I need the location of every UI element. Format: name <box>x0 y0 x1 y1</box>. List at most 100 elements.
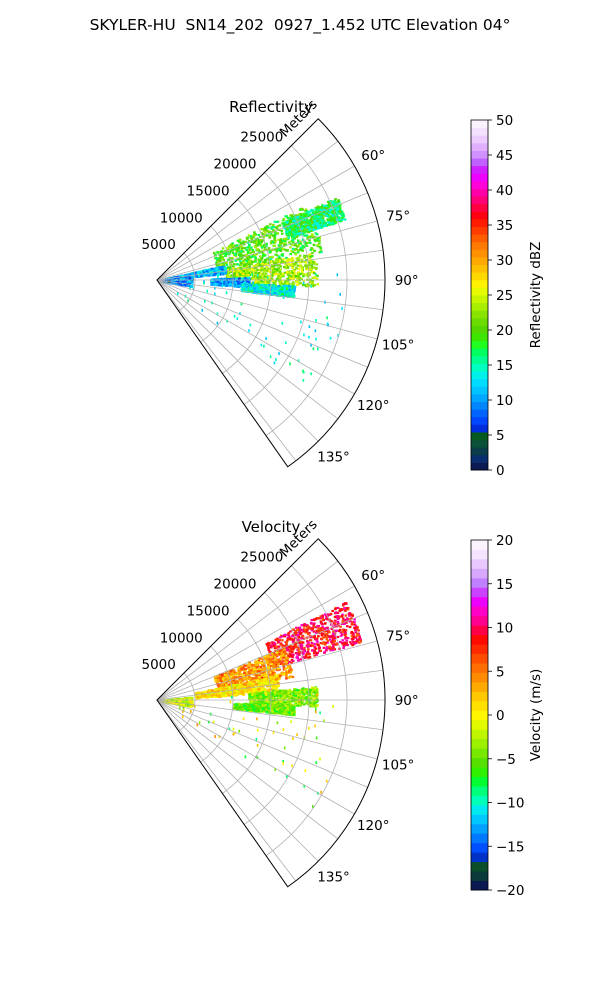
colorbar-segment <box>471 150 488 159</box>
echo-pixel <box>240 256 244 259</box>
echo-pixel <box>281 248 284 251</box>
echo-pixel <box>249 259 253 263</box>
echo-pixel <box>306 275 310 278</box>
colorbar-segment <box>471 355 488 364</box>
echo-pixel <box>348 614 351 617</box>
echo-pixel <box>280 261 283 264</box>
echo-pixel <box>237 246 241 249</box>
echo-pixel <box>296 214 299 217</box>
colorbar-segment <box>471 295 488 304</box>
echo-pixel <box>245 287 248 290</box>
echo-pixel <box>262 289 265 292</box>
echo-pixel <box>302 280 306 283</box>
echo-pixel <box>249 286 251 290</box>
echo-pixel <box>186 277 189 280</box>
echo-pixel <box>275 250 279 253</box>
echo-pixel <box>235 277 239 280</box>
echo-pixel <box>268 234 271 237</box>
echo-pixel <box>289 224 292 227</box>
echo-pixel <box>201 308 204 312</box>
echo-pixel <box>337 199 340 202</box>
echo-pixel <box>297 268 301 271</box>
echo-pixel <box>265 242 268 245</box>
echo-pixel <box>271 274 274 277</box>
echo-pixel <box>292 223 295 226</box>
echo-pixel <box>222 264 225 267</box>
azimuth-spoke <box>157 279 368 368</box>
echo-pixel <box>277 267 280 270</box>
echo-pixel <box>343 218 347 221</box>
echo-pixel <box>226 272 230 275</box>
echo-pixel <box>313 249 316 252</box>
echo-pixel <box>203 269 207 272</box>
echo-pixel <box>281 635 284 638</box>
echo-pixel <box>335 212 338 215</box>
echo-pixel <box>276 259 280 262</box>
echo-pixel <box>329 210 332 213</box>
echo-pixel <box>267 226 270 229</box>
echo-pixel <box>229 249 233 252</box>
echo-pixel <box>341 212 345 215</box>
echo-pixel <box>288 276 292 279</box>
echo-pixel <box>291 238 294 241</box>
echo-pixel <box>216 312 219 316</box>
echo-pixel <box>291 285 295 288</box>
echo-pixel <box>291 251 295 254</box>
echo-pixel <box>340 218 344 221</box>
echo-pixel <box>292 660 295 663</box>
echo-pixel <box>277 658 280 661</box>
echo-pixel <box>183 279 186 283</box>
echo-pixel <box>277 289 280 292</box>
echo-pixel <box>264 227 268 230</box>
echo-pixel <box>312 211 315 214</box>
echo-pixel <box>286 216 290 219</box>
echo-pixel <box>291 640 295 643</box>
colorbar-segment <box>471 272 488 281</box>
echo-pixel <box>269 223 272 226</box>
echo-pixel <box>263 254 267 257</box>
echo-pixel <box>283 248 287 251</box>
echo-pixel <box>309 261 313 264</box>
echo-pixel <box>314 273 317 276</box>
echo-pixel <box>309 219 312 222</box>
echo-pixel <box>306 226 310 229</box>
echo-pixel <box>276 273 280 276</box>
echo-pixel <box>315 337 317 341</box>
echo-pixel <box>239 271 243 274</box>
echo-pixel <box>294 227 298 230</box>
echo-pixel <box>290 262 294 265</box>
echo-pixel <box>343 633 347 637</box>
echo-pixel <box>248 261 251 264</box>
colorbar-segment <box>471 188 488 197</box>
echo-pixel <box>356 640 360 643</box>
echo-pixel <box>335 214 339 217</box>
echo-pixel <box>239 312 241 316</box>
colorbar-segment <box>471 454 488 463</box>
echo-pixel <box>310 343 312 347</box>
echo-pixel <box>266 269 269 272</box>
echo-pixel <box>290 285 293 288</box>
echo-pixel <box>213 274 216 277</box>
echo-pixel <box>318 222 321 225</box>
echo-pixel <box>253 255 257 258</box>
echo-pixel <box>279 293 283 296</box>
echo-pixel <box>207 273 211 276</box>
echo-pixel <box>275 226 278 229</box>
echo-pixel <box>237 251 241 254</box>
echo-pixel <box>317 217 321 220</box>
echo-pixel <box>282 272 285 275</box>
echo-pixel <box>234 253 237 256</box>
echo-pixel <box>316 219 320 222</box>
echo-pixel <box>312 624 315 627</box>
echo-pixel <box>279 243 282 246</box>
echo-field <box>159 198 347 382</box>
echo-pixel <box>231 251 235 255</box>
echo-pixel <box>314 268 318 271</box>
echo-pixel <box>283 266 286 269</box>
echo-pixel <box>342 644 346 648</box>
colorbar-segment <box>471 333 488 342</box>
echo-pixel <box>246 290 250 293</box>
echo-pixel <box>181 275 184 278</box>
echo-pixel <box>305 267 308 270</box>
echo-pixel <box>227 258 230 262</box>
